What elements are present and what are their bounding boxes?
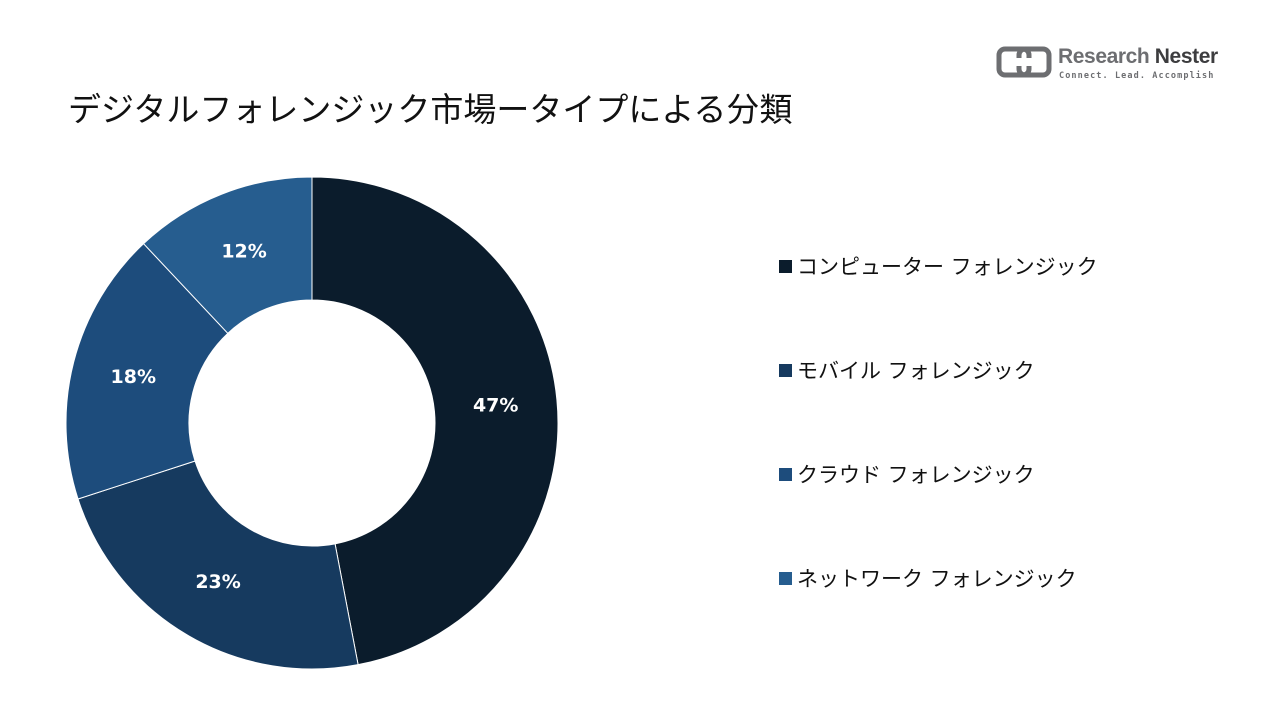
logo-name-part1: Research (1058, 45, 1155, 68)
legend-item: クラウド フォレンジック (779, 456, 1035, 492)
slice-value-label: 18% (111, 366, 156, 388)
logo-mark-icon (996, 46, 1052, 78)
donut-slices (65, 176, 559, 670)
logo-tagline: Connect. Lead. Accomplish (1059, 71, 1215, 81)
slice-value-label: 23% (195, 571, 240, 593)
legend-swatch (779, 363, 792, 377)
donut-slice (142, 176, 313, 335)
logo-name: Research Nester (1058, 45, 1218, 69)
slice-value-label: 47% (473, 395, 518, 417)
legend-swatch (779, 571, 792, 585)
legend-swatch (779, 259, 792, 273)
legend-item: ネットワーク フォレンジック (779, 560, 1077, 596)
research-nester-logo: Research Nester Connect. Lead. Accomplis… (996, 44, 1226, 84)
legend-label: モバイル フォレンジック (797, 359, 1035, 383)
logo-name-part2: Nester (1154, 45, 1218, 68)
legend-swatch (779, 467, 792, 481)
page-title: デジタルフォレンジック市場ータイプによる分類 (68, 90, 793, 129)
slice-value-label: 12% (221, 240, 266, 262)
donut-slice (65, 242, 229, 500)
legend-label: クラウド フォレンジック (797, 463, 1035, 487)
donut-slice (77, 460, 359, 670)
legend-item: コンピューター フォレンジック (779, 248, 1098, 284)
legend-label: ネットワーク フォレンジック (797, 567, 1077, 591)
legend-label: コンピューター フォレンジック (797, 255, 1098, 279)
donut-slice-labels: 47% 23% 18% 12% (111, 240, 519, 592)
legend-item: モバイル フォレンジック (779, 352, 1035, 388)
donut-slice (311, 176, 559, 666)
